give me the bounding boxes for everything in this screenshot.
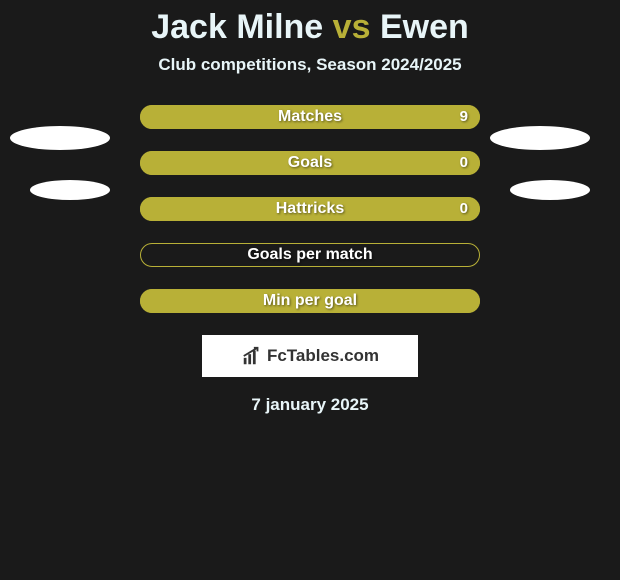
vs-text: vs [333,8,371,46]
stat-row: Goals0 [140,151,480,175]
player1-name: Jack Milne [151,8,323,46]
stat-label: Goals [140,151,480,175]
stat-label: Min per goal [140,289,480,313]
stat-value: 0 [460,197,468,221]
decorative-ellipse [490,126,590,150]
date-label: 7 january 2025 [0,395,620,415]
stat-row: Matches9 [140,105,480,129]
stat-row: Min per goal [140,289,480,313]
stat-value: 0 [460,151,468,175]
comparison-title: Jack Milne vs Ewen [0,8,620,47]
decorative-ellipse [10,126,110,150]
player2-name: Ewen [380,8,469,46]
stat-label: Goals per match [140,243,480,267]
brand-logo: FcTables.com [202,335,418,377]
chart-icon [241,345,263,367]
stat-label: Hattricks [140,197,480,221]
subtitle: Club competitions, Season 2024/2025 [0,55,620,75]
stat-value: 9 [460,105,468,129]
decorative-ellipse [30,180,110,200]
stat-row: Hattricks0 [140,197,480,221]
stat-label: Matches [140,105,480,129]
stat-row: Goals per match [140,243,480,267]
decorative-ellipse [510,180,590,200]
brand-text: FcTables.com [267,346,379,366]
